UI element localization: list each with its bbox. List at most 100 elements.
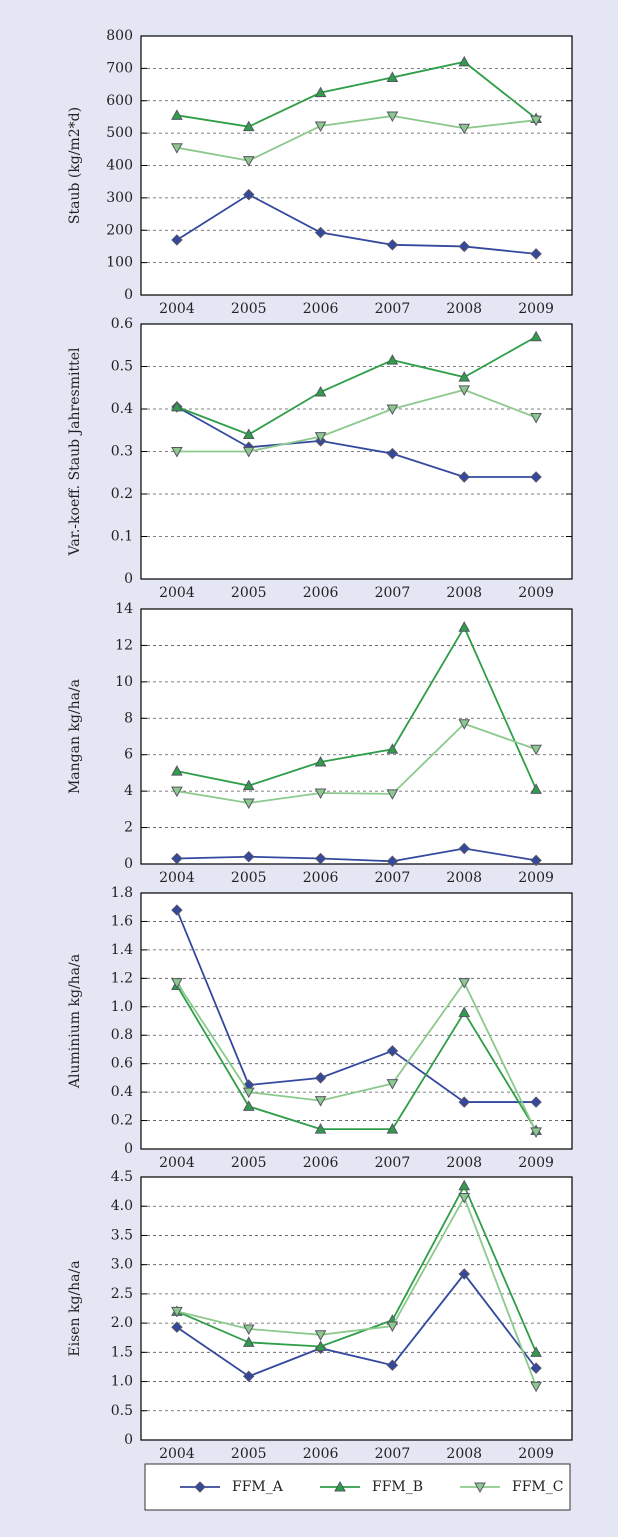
y-tick-label: 0.3 xyxy=(111,444,133,460)
marker xyxy=(171,109,183,120)
series-line xyxy=(176,406,537,478)
marker xyxy=(242,1336,255,1347)
y-axis-label: Aluminium kg/ha/a xyxy=(67,954,83,1089)
legend-label: FFM_C xyxy=(512,1479,563,1495)
marker xyxy=(530,1346,542,1357)
x-tick-label: 2005 xyxy=(231,1446,267,1462)
x-tick-label: 2004 xyxy=(159,301,195,317)
y-tick-label: 0.5 xyxy=(111,359,133,375)
marker xyxy=(171,447,183,458)
marker xyxy=(242,798,255,810)
marker xyxy=(530,1362,542,1374)
legend-marker xyxy=(194,1481,206,1493)
series-line xyxy=(176,115,537,162)
y-tick-label: 0.2 xyxy=(111,486,133,502)
y-tick-label: 0.4 xyxy=(111,1084,133,1100)
x-tick-label: 2005 xyxy=(231,301,267,317)
y-tick-label: 1.2 xyxy=(111,970,133,986)
y-tick-label: 300 xyxy=(106,190,133,206)
y-axis-label: Staub (kg/m2*d) xyxy=(67,107,83,224)
y-tick-label: 500 xyxy=(106,125,133,141)
x-tick-label: 2006 xyxy=(303,301,339,317)
marker xyxy=(314,852,327,865)
marker xyxy=(530,248,542,260)
marker xyxy=(530,1096,542,1108)
y-tick-label: 14 xyxy=(115,601,133,617)
y-tick-label: 0.6 xyxy=(111,316,133,332)
plot-frame xyxy=(140,323,573,580)
y-tick-label: 0 xyxy=(124,856,133,872)
marker xyxy=(530,115,542,127)
x-tick-label: 2008 xyxy=(446,1155,482,1171)
x-tick-label: 2004 xyxy=(159,870,195,886)
marker xyxy=(314,1096,327,1107)
legend-marker xyxy=(334,1480,346,1492)
y-tick-label: 6 xyxy=(124,747,133,763)
series-line xyxy=(176,60,537,128)
marker xyxy=(242,779,255,791)
marker xyxy=(242,1100,255,1111)
x-tick-label: 2009 xyxy=(518,585,554,601)
marker xyxy=(386,71,399,82)
marker xyxy=(458,1179,471,1191)
x-tick-label: 2006 xyxy=(303,585,339,601)
x-tick-label: 2008 xyxy=(446,1446,482,1462)
plot-frame xyxy=(140,892,573,1150)
marker xyxy=(243,851,255,863)
marker xyxy=(530,471,542,483)
y-tick-label: 0.8 xyxy=(111,1027,133,1043)
x-tick-label: 2006 xyxy=(303,870,339,886)
y-tick-label: 100 xyxy=(106,255,133,271)
marker xyxy=(530,854,542,867)
y-tick-label: 0 xyxy=(124,1141,133,1157)
marker xyxy=(171,852,183,865)
y-tick-label: 0.4 xyxy=(111,401,133,417)
marker xyxy=(458,471,470,483)
plot-frame xyxy=(140,35,573,296)
y-tick-label: 2.0 xyxy=(111,1315,133,1331)
series-line xyxy=(176,909,537,1103)
y-tick-label: 12 xyxy=(115,637,133,653)
marker xyxy=(242,156,255,167)
x-tick-label: 2005 xyxy=(231,585,267,601)
marker xyxy=(458,1192,471,1204)
x-tick-label: 2008 xyxy=(446,870,482,886)
series-line xyxy=(176,388,537,453)
plot-frame xyxy=(140,608,573,865)
marker xyxy=(386,111,399,122)
marker xyxy=(314,385,327,397)
series-line xyxy=(176,1272,537,1378)
marker xyxy=(314,1330,327,1341)
marker xyxy=(458,385,471,396)
marker xyxy=(386,447,399,460)
marker xyxy=(386,743,399,754)
marker xyxy=(530,1381,542,1393)
y-tick-label: 2.5 xyxy=(111,1286,133,1302)
y-tick-label: 1.5 xyxy=(111,1344,133,1360)
x-tick-label: 2009 xyxy=(518,1446,554,1462)
legend-marker xyxy=(474,1482,486,1494)
series-line xyxy=(176,722,537,804)
marker xyxy=(530,413,542,424)
y-tick-label: 0.2 xyxy=(111,1113,133,1129)
marker xyxy=(171,1306,183,1318)
y-tick-label: 400 xyxy=(106,158,133,174)
series-line xyxy=(176,1195,537,1387)
marker xyxy=(530,330,542,342)
y-tick-label: 700 xyxy=(106,60,133,76)
y-tick-label: 0 xyxy=(124,1432,133,1448)
marker xyxy=(314,1123,327,1134)
y-tick-label: 1.6 xyxy=(111,913,133,929)
x-tick-label: 2007 xyxy=(375,1446,411,1462)
x-tick-label: 2004 xyxy=(159,1155,195,1171)
plot-area xyxy=(141,893,572,1149)
marker xyxy=(171,904,183,916)
y-axis-label: Var.-koeff. Staub Jahresmittel xyxy=(67,347,83,556)
marker xyxy=(458,719,471,730)
marker xyxy=(458,621,471,632)
x-tick-label: 2009 xyxy=(518,301,554,317)
marker xyxy=(386,1359,399,1371)
series-line xyxy=(176,193,537,255)
marker xyxy=(458,240,470,253)
marker xyxy=(171,978,183,989)
